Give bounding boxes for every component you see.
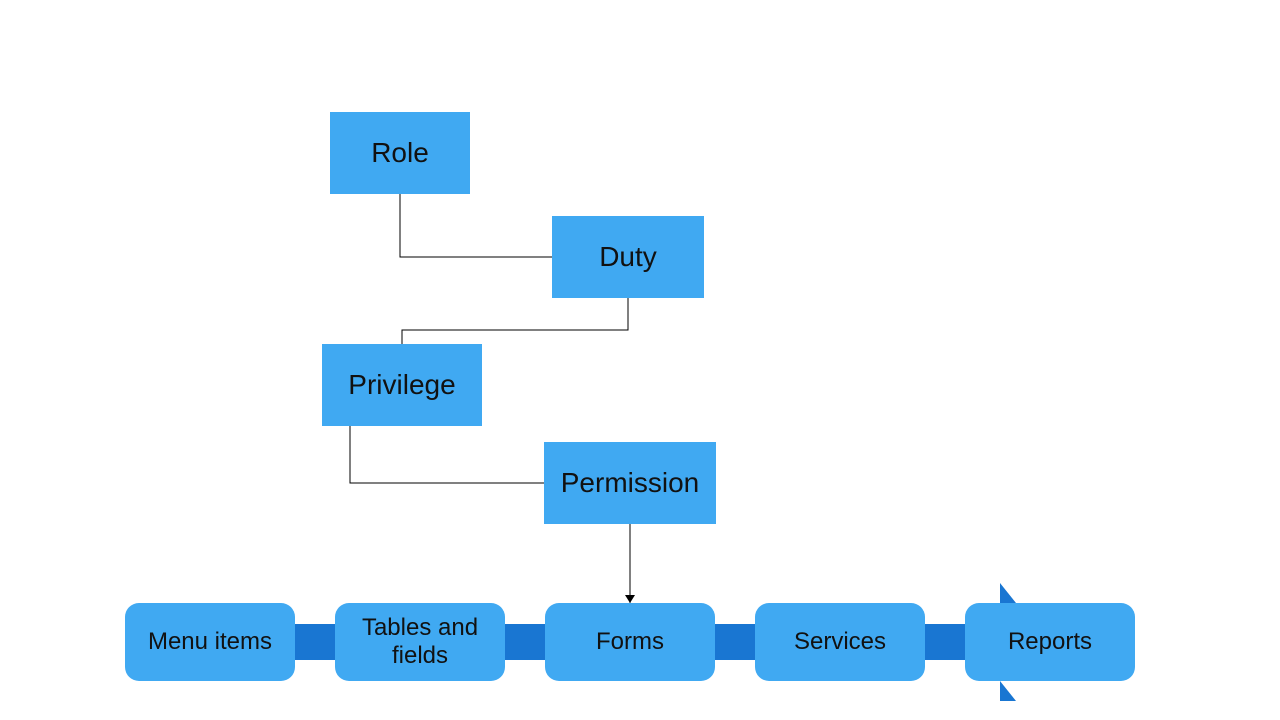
node-reports-label: Reports bbox=[1008, 628, 1092, 656]
node-services-label: Services bbox=[794, 628, 886, 656]
node-forms: Forms bbox=[545, 603, 715, 681]
node-role-label: Role bbox=[371, 137, 429, 169]
node-menu-items-label: Menu items bbox=[148, 628, 272, 656]
node-privilege: Privilege bbox=[322, 344, 482, 426]
node-duty-label: Duty bbox=[599, 241, 657, 273]
node-services: Services bbox=[755, 603, 925, 681]
node-privilege-label: Privilege bbox=[348, 369, 455, 401]
node-permission: Permission bbox=[544, 442, 716, 524]
node-reports: Reports bbox=[965, 603, 1135, 681]
node-tables-fields: Tables and fields bbox=[335, 603, 505, 681]
node-menu-items: Menu items bbox=[125, 603, 295, 681]
node-tables-fields-label: Tables and fields bbox=[335, 614, 505, 669]
node-duty: Duty bbox=[552, 216, 704, 298]
node-forms-label: Forms bbox=[596, 628, 664, 656]
node-role: Role bbox=[330, 112, 470, 194]
node-permission-label: Permission bbox=[561, 467, 699, 499]
